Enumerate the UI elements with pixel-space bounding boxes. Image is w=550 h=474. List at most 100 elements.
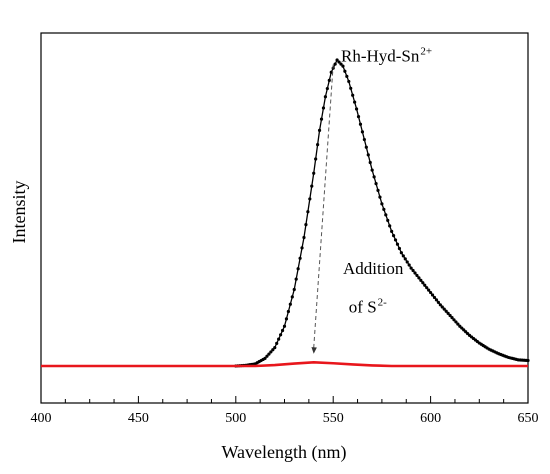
- series-point: [372, 175, 376, 179]
- series-point: [310, 184, 314, 188]
- series-point: [376, 188, 380, 192]
- y-axis-label: Intensity: [9, 181, 29, 244]
- series-point: [425, 286, 429, 290]
- series-point: [456, 322, 460, 326]
- series-point: [432, 295, 437, 300]
- series-point: [286, 309, 290, 314]
- series-point: [446, 311, 450, 315]
- label-of-s2: of S2-: [349, 296, 387, 316]
- x-tick-label: 400: [31, 411, 52, 426]
- series-point: [321, 106, 326, 110]
- series-point: [397, 246, 402, 251]
- series-point: [415, 273, 419, 278]
- label-rh-hyd-sn: Rh-Hyd-Sn2+: [341, 46, 432, 66]
- series-point: [339, 62, 343, 66]
- series-point: [275, 341, 279, 345]
- series-line-after-s2: [41, 361, 528, 368]
- series-point: [438, 303, 442, 307]
- series-point: [269, 350, 273, 354]
- series-point: [388, 224, 392, 228]
- series-point: [434, 298, 439, 302]
- series-point: [411, 268, 415, 273]
- series-point: [296, 267, 300, 271]
- plot-frame: [40, 32, 529, 404]
- series-point: [263, 356, 267, 360]
- series-point: [345, 74, 349, 78]
- series-point: [317, 128, 322, 132]
- series-point: [300, 246, 304, 250]
- series-point: [294, 277, 298, 281]
- series-point: [440, 305, 444, 309]
- series-point: [288, 302, 292, 306]
- series-point: [401, 254, 405, 258]
- series-point: [374, 182, 378, 186]
- series-point: [354, 107, 359, 111]
- series-point: [390, 229, 394, 233]
- series-point: [341, 64, 345, 68]
- series-point: [386, 218, 390, 222]
- series-point: [370, 168, 374, 172]
- series-point: [391, 234, 396, 238]
- series-point: [327, 78, 331, 82]
- series-point: [349, 86, 353, 90]
- series-point: [319, 117, 324, 121]
- series-point: [393, 238, 398, 242]
- x-tick-label: 650: [518, 411, 539, 426]
- series-point: [442, 307, 446, 311]
- series-point: [316, 143, 320, 147]
- series-point: [323, 95, 328, 99]
- series-point: [314, 157, 318, 161]
- x-tick-label: 550: [323, 411, 344, 426]
- series-point: [368, 160, 372, 165]
- series-point: [366, 153, 370, 157]
- series-point: [407, 263, 411, 267]
- series-point: [292, 287, 296, 292]
- series-point: [429, 290, 433, 295]
- series-point: [302, 235, 306, 240]
- series-point: [290, 295, 294, 299]
- series-point: [358, 122, 363, 126]
- series-point: [405, 260, 409, 264]
- series-point: [280, 328, 285, 333]
- series-point: [380, 202, 384, 206]
- series-point: [304, 223, 308, 227]
- series-point: [353, 100, 357, 104]
- series-point: [308, 197, 312, 201]
- series-point: [271, 348, 275, 352]
- series-point: [403, 257, 407, 261]
- series-point: [312, 171, 316, 175]
- series-point: [306, 210, 310, 214]
- series-point: [450, 316, 454, 320]
- series-point: [356, 115, 361, 119]
- x-tick-label: 450: [128, 411, 149, 426]
- arrow-line: [313, 64, 334, 348]
- x-tick-label: 500: [225, 411, 246, 426]
- series-point: [444, 309, 448, 313]
- series-point: [279, 333, 283, 337]
- series-point: [419, 278, 423, 282]
- x-axis-label: Wavelength (nm): [221, 442, 346, 463]
- series-point: [395, 242, 400, 246]
- series-point: [399, 251, 403, 255]
- x-tick-label: 600: [420, 411, 441, 426]
- series-point: [427, 288, 431, 292]
- series-point: [436, 300, 440, 304]
- series-point: [265, 354, 269, 358]
- series-point: [284, 317, 289, 321]
- series-point: [298, 256, 302, 260]
- series-point: [337, 60, 341, 64]
- series-point: [378, 195, 382, 199]
- series-point: [384, 213, 388, 217]
- series-point: [267, 352, 271, 356]
- series-point: [351, 93, 355, 97]
- series-point: [421, 281, 425, 285]
- series-point: [452, 318, 456, 322]
- series-point: [413, 271, 417, 275]
- series-point: [526, 358, 530, 363]
- series-point: [362, 137, 366, 142]
- series-point: [277, 337, 281, 341]
- series-point: [360, 130, 365, 134]
- series-point: [343, 69, 347, 73]
- series-point: [423, 283, 427, 287]
